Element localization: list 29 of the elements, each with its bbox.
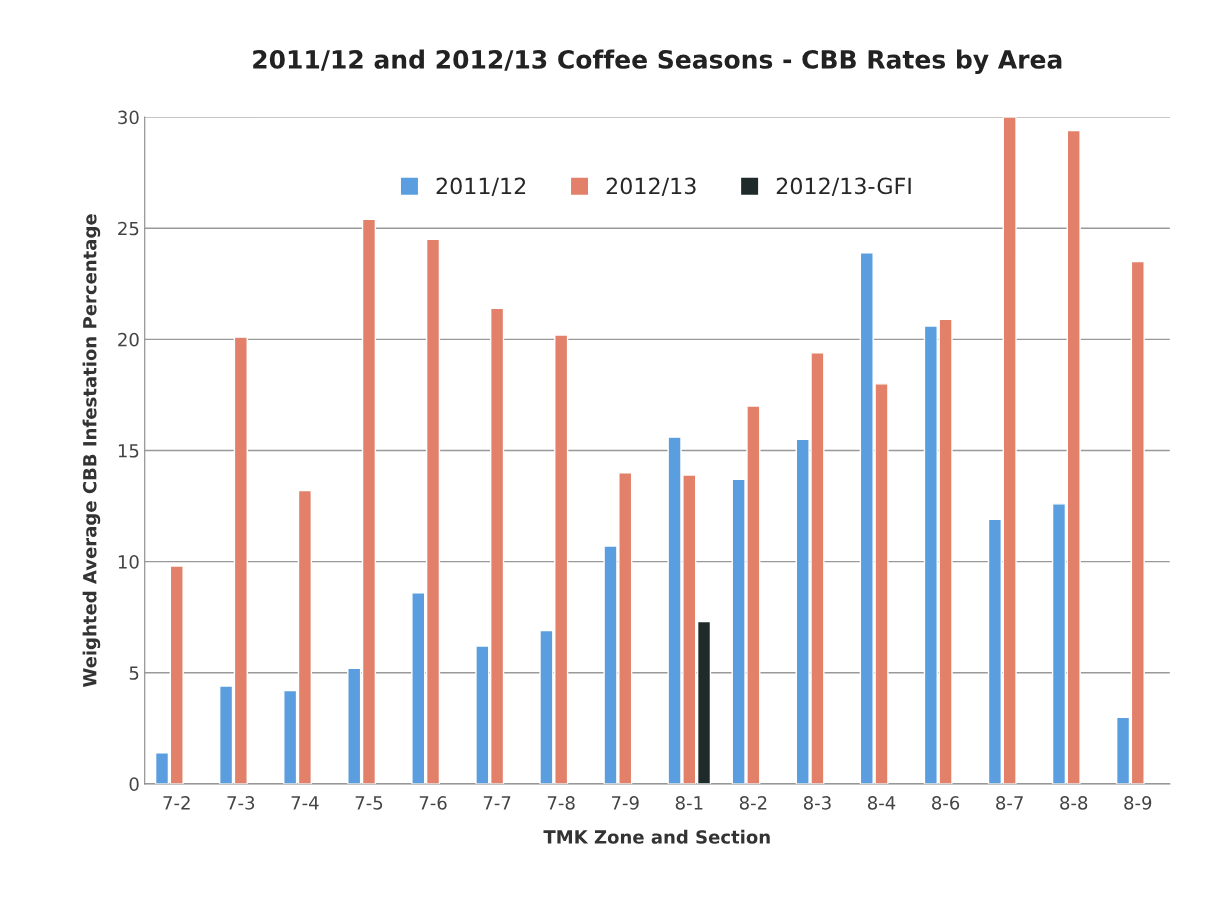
x-tick-label: 8-1	[675, 795, 703, 810]
x-tick-label: 7-2	[163, 795, 190, 810]
x-tick-label: 8-6	[932, 795, 960, 810]
x-tick-label: 7-4	[291, 796, 319, 810]
x-tick-label: 7-5	[355, 796, 383, 810]
y-tick-label: 10	[118, 555, 139, 569]
x-tick-label: 8-8	[1060, 795, 1088, 810]
y-tick-label: 25	[118, 221, 139, 236]
y-tick-label: 30	[118, 110, 139, 125]
chart-title: 2011/12 and 2012/13 Coffee Seasons - CBB Rates by Area	[253, 49, 1062, 74]
x-tick-label: 7-6	[419, 795, 447, 810]
x-tick-label: 8-4	[867, 795, 896, 810]
x-tick-label: 7-3	[227, 795, 255, 810]
legend-label: 2012/13	[606, 177, 696, 197]
y-tick-label: 20	[118, 332, 139, 347]
y-tick-label: 0	[129, 777, 139, 791]
y-tick-label: 5	[129, 666, 139, 680]
y-tick-label: 15	[118, 444, 139, 458]
x-tick-label: 8-3	[803, 795, 831, 810]
legend-label: 2011/12	[436, 177, 526, 197]
legend-label: 2012/13-GFI	[776, 177, 911, 197]
x-tick-label: 7-7	[483, 796, 511, 810]
x-tick-label: 8-7	[996, 795, 1023, 810]
x-axis-title: TMK Zone and Section	[543, 829, 770, 844]
x-tick-label: 8-2	[739, 795, 767, 810]
y-axis-title: Weighted Average CBB Infestation Percentage	[82, 214, 101, 688]
x-tick-label: 8-9	[1124, 795, 1152, 810]
x-tick-label: 7-8	[547, 795, 575, 810]
x-tick-label: 7-9	[611, 795, 639, 810]
